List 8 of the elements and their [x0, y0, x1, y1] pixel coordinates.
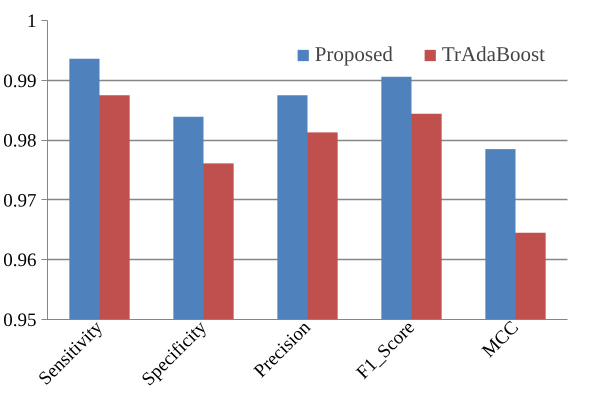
legend-label: Proposed [314, 42, 393, 67]
y-tick-label: 0.99 [3, 70, 36, 92]
y-tick-label: 0.97 [3, 190, 36, 212]
legend-label: TrAdaBoost [442, 42, 545, 67]
y-tick-label: 0.98 [3, 130, 36, 152]
y-tick-label: 0.96 [3, 250, 36, 272]
y-tick-label: 0.95 [3, 310, 36, 331]
y-tick-label: 1 [27, 11, 36, 32]
